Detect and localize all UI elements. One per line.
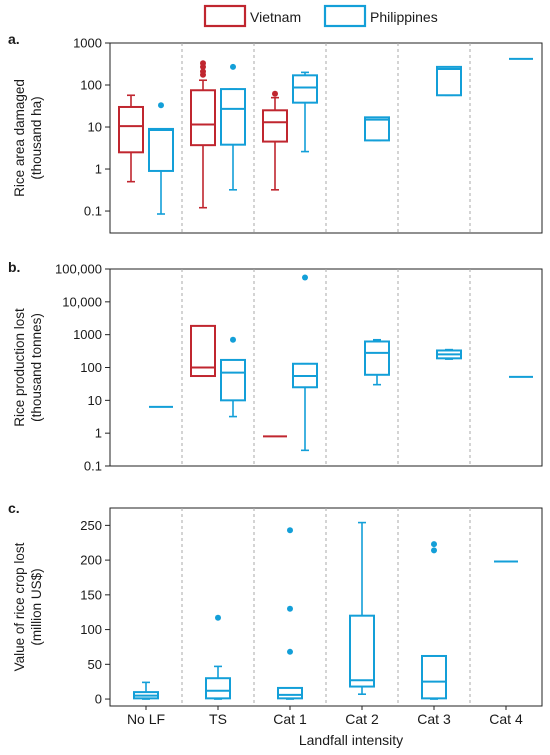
x-category-label: Cat 2 [345, 711, 379, 727]
y-tick-label: 150 [80, 587, 102, 602]
box-philippines-cat-2 [349, 521, 375, 695]
y-tick-label: 0 [95, 692, 102, 707]
panel-label: b. [8, 259, 20, 275]
box-iqr [220, 88, 246, 146]
outlier-point [200, 68, 206, 75]
y-tick-label: 1 [95, 426, 102, 441]
x-category-label: TS [209, 711, 227, 727]
box-philippines-cat-3 [421, 541, 447, 700]
outlier-point [431, 547, 437, 554]
outlier-point [215, 614, 221, 621]
outlier-point [230, 336, 236, 343]
y-axis-label: Value of rice crop lost [12, 542, 27, 671]
legend-label-vietnam: Vietnam [250, 9, 301, 25]
legend-swatch-vietnam [203, 4, 247, 28]
box-iqr [292, 74, 318, 104]
y-tick-label: 200 [80, 553, 102, 568]
box-philippines-no-lf [148, 102, 174, 215]
box-vietnam-cat-1 [262, 90, 288, 191]
y-tick-label: 10,000 [62, 294, 102, 309]
y-tick-label: 0.1 [84, 204, 102, 219]
y-tick-label: 100,000 [55, 262, 102, 277]
box-iqr [190, 89, 216, 147]
outlier-point [287, 648, 293, 655]
y-tick-label: 1 [95, 162, 102, 177]
outlier-point [431, 541, 437, 548]
box-iqr [364, 116, 390, 142]
plot-frame [109, 42, 543, 234]
y-axis-label: Rice production lost [12, 308, 27, 427]
box-iqr [277, 686, 303, 700]
legend-swatch-philippines [323, 4, 367, 28]
box-philippines-cat-2 [364, 338, 390, 386]
box-philippines-ts [205, 614, 231, 700]
y-tick-label: 100 [80, 78, 102, 93]
x-category-label: Cat 1 [273, 711, 307, 727]
box-philippines-cat-2 [364, 116, 390, 142]
y-tick-label: 100 [80, 622, 102, 637]
panel-c: 0 50 100 150 200 250 c. Value of rice crop lost… [8, 500, 543, 727]
x-category-label: Cat 4 [489, 711, 523, 727]
panel-label: a. [8, 31, 20, 47]
box-vietnam-ts [190, 324, 216, 378]
box-iqr [364, 340, 390, 376]
panel-label: c. [8, 500, 20, 516]
box-iqr [205, 677, 231, 700]
legend: Vietnam Philippines [203, 4, 438, 28]
outlier-point [287, 605, 293, 612]
box-philippines-cat-1 [277, 527, 303, 700]
outlier-point [158, 102, 164, 109]
x-category-label: Cat 3 [417, 711, 451, 727]
outlier-point [200, 60, 206, 67]
panel-a: 0.1 1 10 100 1000 a. Rice area damaged (thousan… [8, 31, 543, 234]
y-tick-label: 1000 [73, 36, 102, 51]
box-iqr [262, 109, 288, 143]
box-iqr [148, 127, 174, 172]
box-iqr [118, 105, 144, 154]
box-iqr [349, 614, 375, 688]
y-tick-label: 50 [88, 657, 102, 672]
y-tick-label: 1000 [73, 327, 102, 342]
box-iqr [436, 65, 462, 97]
box-philippines-cat-1 [292, 71, 318, 153]
box-philippines-cat-3 [436, 65, 462, 97]
y-axis-label: (thousand ha) [29, 96, 44, 179]
outlier-point [230, 63, 236, 70]
box-vietnam-ts [190, 60, 216, 209]
box-philippines-no-lf [133, 681, 159, 700]
y-axis-label: (million US$) [29, 568, 44, 645]
outlier-point [272, 90, 278, 97]
outlier-point [302, 274, 308, 281]
box-philippines-cat-1 [292, 274, 318, 452]
box-philippines-ts [220, 63, 246, 191]
x-category-label: No LF [127, 711, 165, 727]
y-axis-label: Rice area damaged [12, 79, 27, 197]
y-tick-label: 10 [88, 393, 102, 408]
box-iqr [421, 654, 447, 700]
box-philippines-cat-3 [436, 348, 462, 360]
box-vietnam-no-lf [118, 94, 144, 183]
legend-label-philippines: Philippines [370, 9, 438, 25]
y-tick-label: 250 [80, 518, 102, 533]
panel-b: 0.1 1 10 100 1000 10,000 100,000 b. Rice product… [8, 259, 543, 474]
outlier-point [287, 527, 293, 534]
y-tick-label: 0.1 [84, 459, 102, 474]
y-tick-label: 100 [80, 360, 102, 375]
x-axis-title: Landfall intensity [299, 732, 403, 748]
y-tick-label: 10 [88, 120, 102, 135]
box-philippines-ts [220, 336, 246, 418]
y-axis-label: (thousand tonnes) [29, 313, 44, 422]
box-iqr [220, 358, 246, 402]
box-iqr [190, 324, 216, 378]
